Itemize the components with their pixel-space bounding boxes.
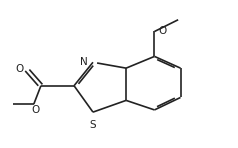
Text: O: O: [158, 26, 166, 36]
Text: N: N: [80, 57, 88, 67]
Text: O: O: [15, 64, 23, 74]
Text: O: O: [31, 105, 39, 115]
Text: S: S: [90, 120, 96, 130]
